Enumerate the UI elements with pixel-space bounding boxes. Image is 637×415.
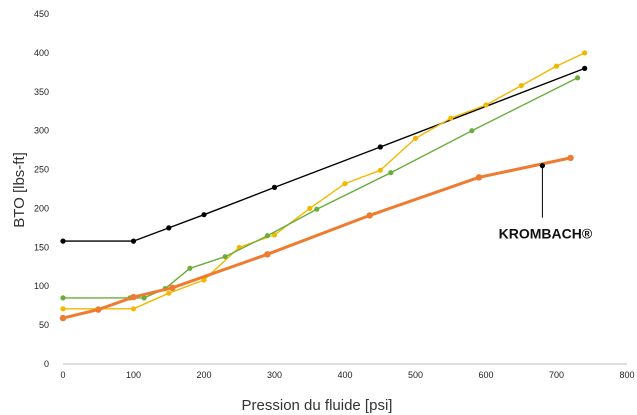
- x-tick-label: 100: [126, 370, 141, 380]
- x-tick-label: 0: [60, 370, 65, 380]
- data-point: [377, 144, 383, 150]
- data-point: [366, 212, 373, 219]
- y-tick-label: 0: [44, 359, 49, 369]
- data-point: [169, 284, 176, 291]
- series-layer: [59, 50, 588, 322]
- data-point: [130, 306, 137, 312]
- x-tick-label: 700: [549, 370, 564, 380]
- data-point: [264, 251, 271, 258]
- x-tick-label: 300: [267, 370, 282, 380]
- data-point: [201, 277, 207, 283]
- data-point: [342, 181, 348, 187]
- data-point: [475, 174, 483, 181]
- data-point: [271, 232, 278, 238]
- data-point: [166, 225, 172, 231]
- data-point: [166, 290, 172, 296]
- data-point: [141, 295, 147, 301]
- y-tick-label: 400: [34, 48, 49, 58]
- data-point: [271, 184, 278, 190]
- data-point: [60, 295, 66, 301]
- data-point: [130, 293, 137, 301]
- annotation-marker: [539, 163, 546, 169]
- data-point: [60, 238, 66, 244]
- x-axis-title: Pression du fluide [psi]: [242, 397, 393, 414]
- y-axis-title: BTO [lbs-ft]: [11, 152, 28, 228]
- x-tick-label: 600: [478, 370, 493, 380]
- data-point: [222, 254, 228, 260]
- data-point: [264, 233, 270, 239]
- y-tick-label: 450: [34, 9, 49, 19]
- y-tick-label: 100: [34, 281, 49, 291]
- series-line: [63, 52, 585, 310]
- data-point: [582, 50, 588, 56]
- x-tick-label: 400: [337, 370, 352, 380]
- series-3: [60, 75, 581, 301]
- data-point: [567, 154, 574, 162]
- data-point: [59, 314, 67, 322]
- y-tick-label: 150: [34, 242, 49, 252]
- series-line: [63, 77, 578, 299]
- y-tick-label: 200: [34, 203, 49, 213]
- x-tick-label: 800: [619, 370, 634, 380]
- y-tick-label: 350: [34, 87, 49, 97]
- annotation-layer: KROMBACH®: [499, 163, 593, 242]
- data-point: [314, 206, 320, 212]
- data-point: [553, 63, 560, 69]
- y-tick-label: 300: [34, 126, 49, 136]
- data-point: [469, 128, 475, 134]
- y-tick-label: 250: [34, 165, 49, 175]
- data-point: [377, 167, 383, 173]
- y-tick-label: 50: [39, 320, 49, 330]
- x-tick-label: 500: [408, 370, 423, 380]
- data-point: [388, 170, 394, 176]
- data-point: [448, 115, 454, 121]
- data-point: [575, 75, 581, 81]
- data-point: [201, 212, 207, 218]
- axes: 0 50 100 150 200 250 300 350 400 450 0 100 200 300 400…: [34, 9, 635, 380]
- data-point: [582, 65, 588, 71]
- data-point: [518, 83, 524, 89]
- krombach-annotation-label: KROMBACH®: [499, 226, 593, 242]
- data-point: [130, 238, 137, 244]
- series-line: [62, 156, 571, 320]
- x-tick-label: 200: [196, 370, 211, 380]
- data-point: [483, 102, 489, 108]
- data-point: [187, 265, 193, 271]
- data-point: [307, 205, 313, 211]
- series-2: [60, 50, 588, 312]
- data-point: [60, 306, 66, 312]
- data-point: [95, 306, 102, 313]
- data-point: [412, 135, 419, 141]
- series-1: [60, 65, 588, 244]
- series-4: [59, 154, 574, 322]
